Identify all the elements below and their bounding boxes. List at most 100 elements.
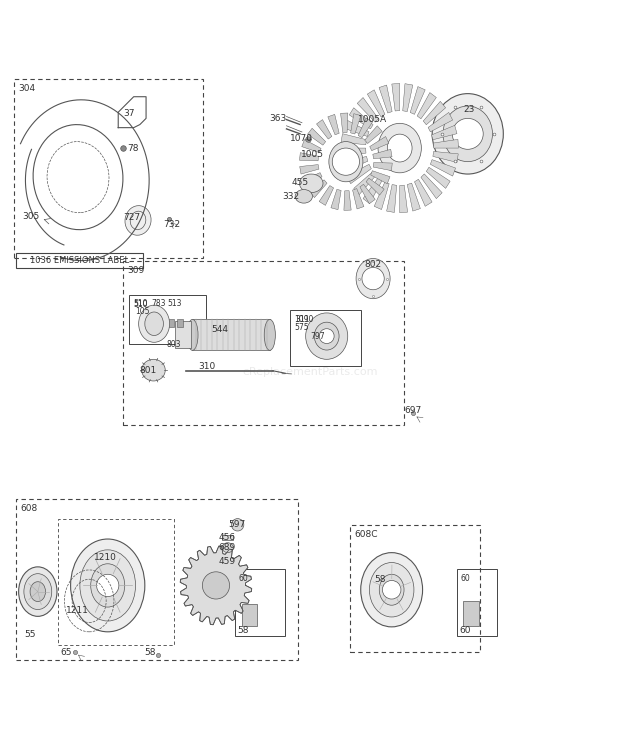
Text: 58: 58 [374, 574, 386, 584]
Text: 1070: 1070 [290, 134, 313, 144]
Text: 58: 58 [144, 648, 156, 658]
Ellipse shape [139, 305, 170, 342]
Bar [463, 601, 479, 626]
Polygon shape [433, 152, 458, 162]
Polygon shape [180, 546, 252, 625]
Ellipse shape [356, 258, 390, 298]
Text: 510: 510 [133, 300, 148, 309]
Text: 55: 55 [24, 630, 36, 639]
Polygon shape [360, 185, 375, 204]
Bar [16, 498, 298, 660]
Polygon shape [417, 92, 436, 119]
Circle shape [452, 118, 483, 150]
Text: 597: 597 [228, 520, 246, 529]
Circle shape [231, 519, 244, 531]
Polygon shape [407, 183, 420, 211]
Ellipse shape [306, 313, 348, 359]
Bar [149, 318, 156, 327]
Ellipse shape [80, 550, 136, 621]
Text: 513: 513 [168, 299, 182, 309]
Polygon shape [433, 139, 458, 148]
Text: 37: 37 [123, 109, 135, 118]
Text: 1210: 1210 [94, 553, 117, 562]
Polygon shape [299, 153, 319, 161]
Text: 309: 309 [127, 266, 144, 275]
Circle shape [362, 267, 384, 289]
Polygon shape [309, 180, 327, 198]
Text: 305: 305 [22, 211, 40, 221]
Text: 510: 510 [133, 299, 148, 309]
Bar [177, 318, 183, 327]
Text: 105: 105 [136, 307, 150, 316]
Polygon shape [299, 164, 319, 174]
Polygon shape [328, 115, 339, 135]
Ellipse shape [378, 124, 422, 173]
Polygon shape [353, 188, 364, 209]
Ellipse shape [388, 134, 412, 162]
Polygon shape [319, 185, 334, 205]
Text: 689: 689 [218, 543, 236, 552]
Polygon shape [421, 174, 442, 199]
Polygon shape [349, 108, 373, 129]
Polygon shape [363, 177, 383, 204]
Ellipse shape [370, 562, 414, 617]
Text: 1036 EMISSIONS LABEL: 1036 EMISSIONS LABEL [30, 256, 130, 265]
Text: 608C: 608C [355, 530, 378, 539]
Bar [168, 318, 174, 327]
Bar [456, 569, 497, 636]
Text: 23: 23 [463, 105, 475, 115]
Polygon shape [351, 114, 361, 134]
Text: 1005A: 1005A [358, 115, 388, 124]
Ellipse shape [379, 574, 404, 605]
Polygon shape [344, 190, 351, 211]
Bar [350, 525, 480, 652]
Bar [159, 318, 165, 327]
Text: 58: 58 [237, 626, 249, 635]
Polygon shape [354, 171, 376, 195]
Text: 332: 332 [282, 193, 299, 202]
Text: 60: 60 [239, 574, 249, 583]
Ellipse shape [125, 205, 151, 235]
Polygon shape [347, 164, 371, 184]
Text: 78: 78 [128, 144, 139, 153]
Text: 311: 311 [295, 315, 309, 324]
Circle shape [97, 574, 119, 597]
Ellipse shape [295, 190, 312, 203]
Ellipse shape [264, 319, 275, 350]
Ellipse shape [142, 359, 166, 381]
Text: 802: 802 [365, 260, 381, 269]
Text: 363: 363 [269, 114, 286, 123]
Polygon shape [370, 136, 389, 151]
Text: 797: 797 [310, 332, 325, 341]
Polygon shape [365, 126, 382, 144]
Circle shape [383, 580, 401, 599]
Text: 697: 697 [405, 406, 422, 415]
Polygon shape [367, 90, 385, 117]
Polygon shape [316, 120, 332, 139]
Text: 727: 727 [123, 213, 140, 222]
Text: 459: 459 [218, 557, 236, 566]
Polygon shape [371, 170, 390, 184]
Text: 783: 783 [151, 299, 166, 309]
Ellipse shape [222, 542, 233, 553]
Polygon shape [373, 162, 392, 170]
Text: 456: 456 [218, 533, 236, 542]
Polygon shape [427, 167, 450, 188]
Bar [234, 569, 285, 636]
Polygon shape [341, 134, 366, 144]
Bar [221, 536, 232, 540]
Ellipse shape [299, 174, 323, 193]
Polygon shape [400, 185, 407, 213]
Polygon shape [387, 185, 397, 213]
Polygon shape [366, 178, 384, 195]
Polygon shape [374, 182, 389, 210]
Polygon shape [414, 179, 432, 206]
Text: 575: 575 [294, 323, 309, 332]
Polygon shape [303, 173, 322, 187]
Ellipse shape [71, 539, 145, 632]
Ellipse shape [443, 106, 492, 161]
Text: 60: 60 [461, 574, 471, 583]
Ellipse shape [30, 582, 45, 601]
Circle shape [319, 329, 334, 344]
Polygon shape [331, 189, 341, 210]
